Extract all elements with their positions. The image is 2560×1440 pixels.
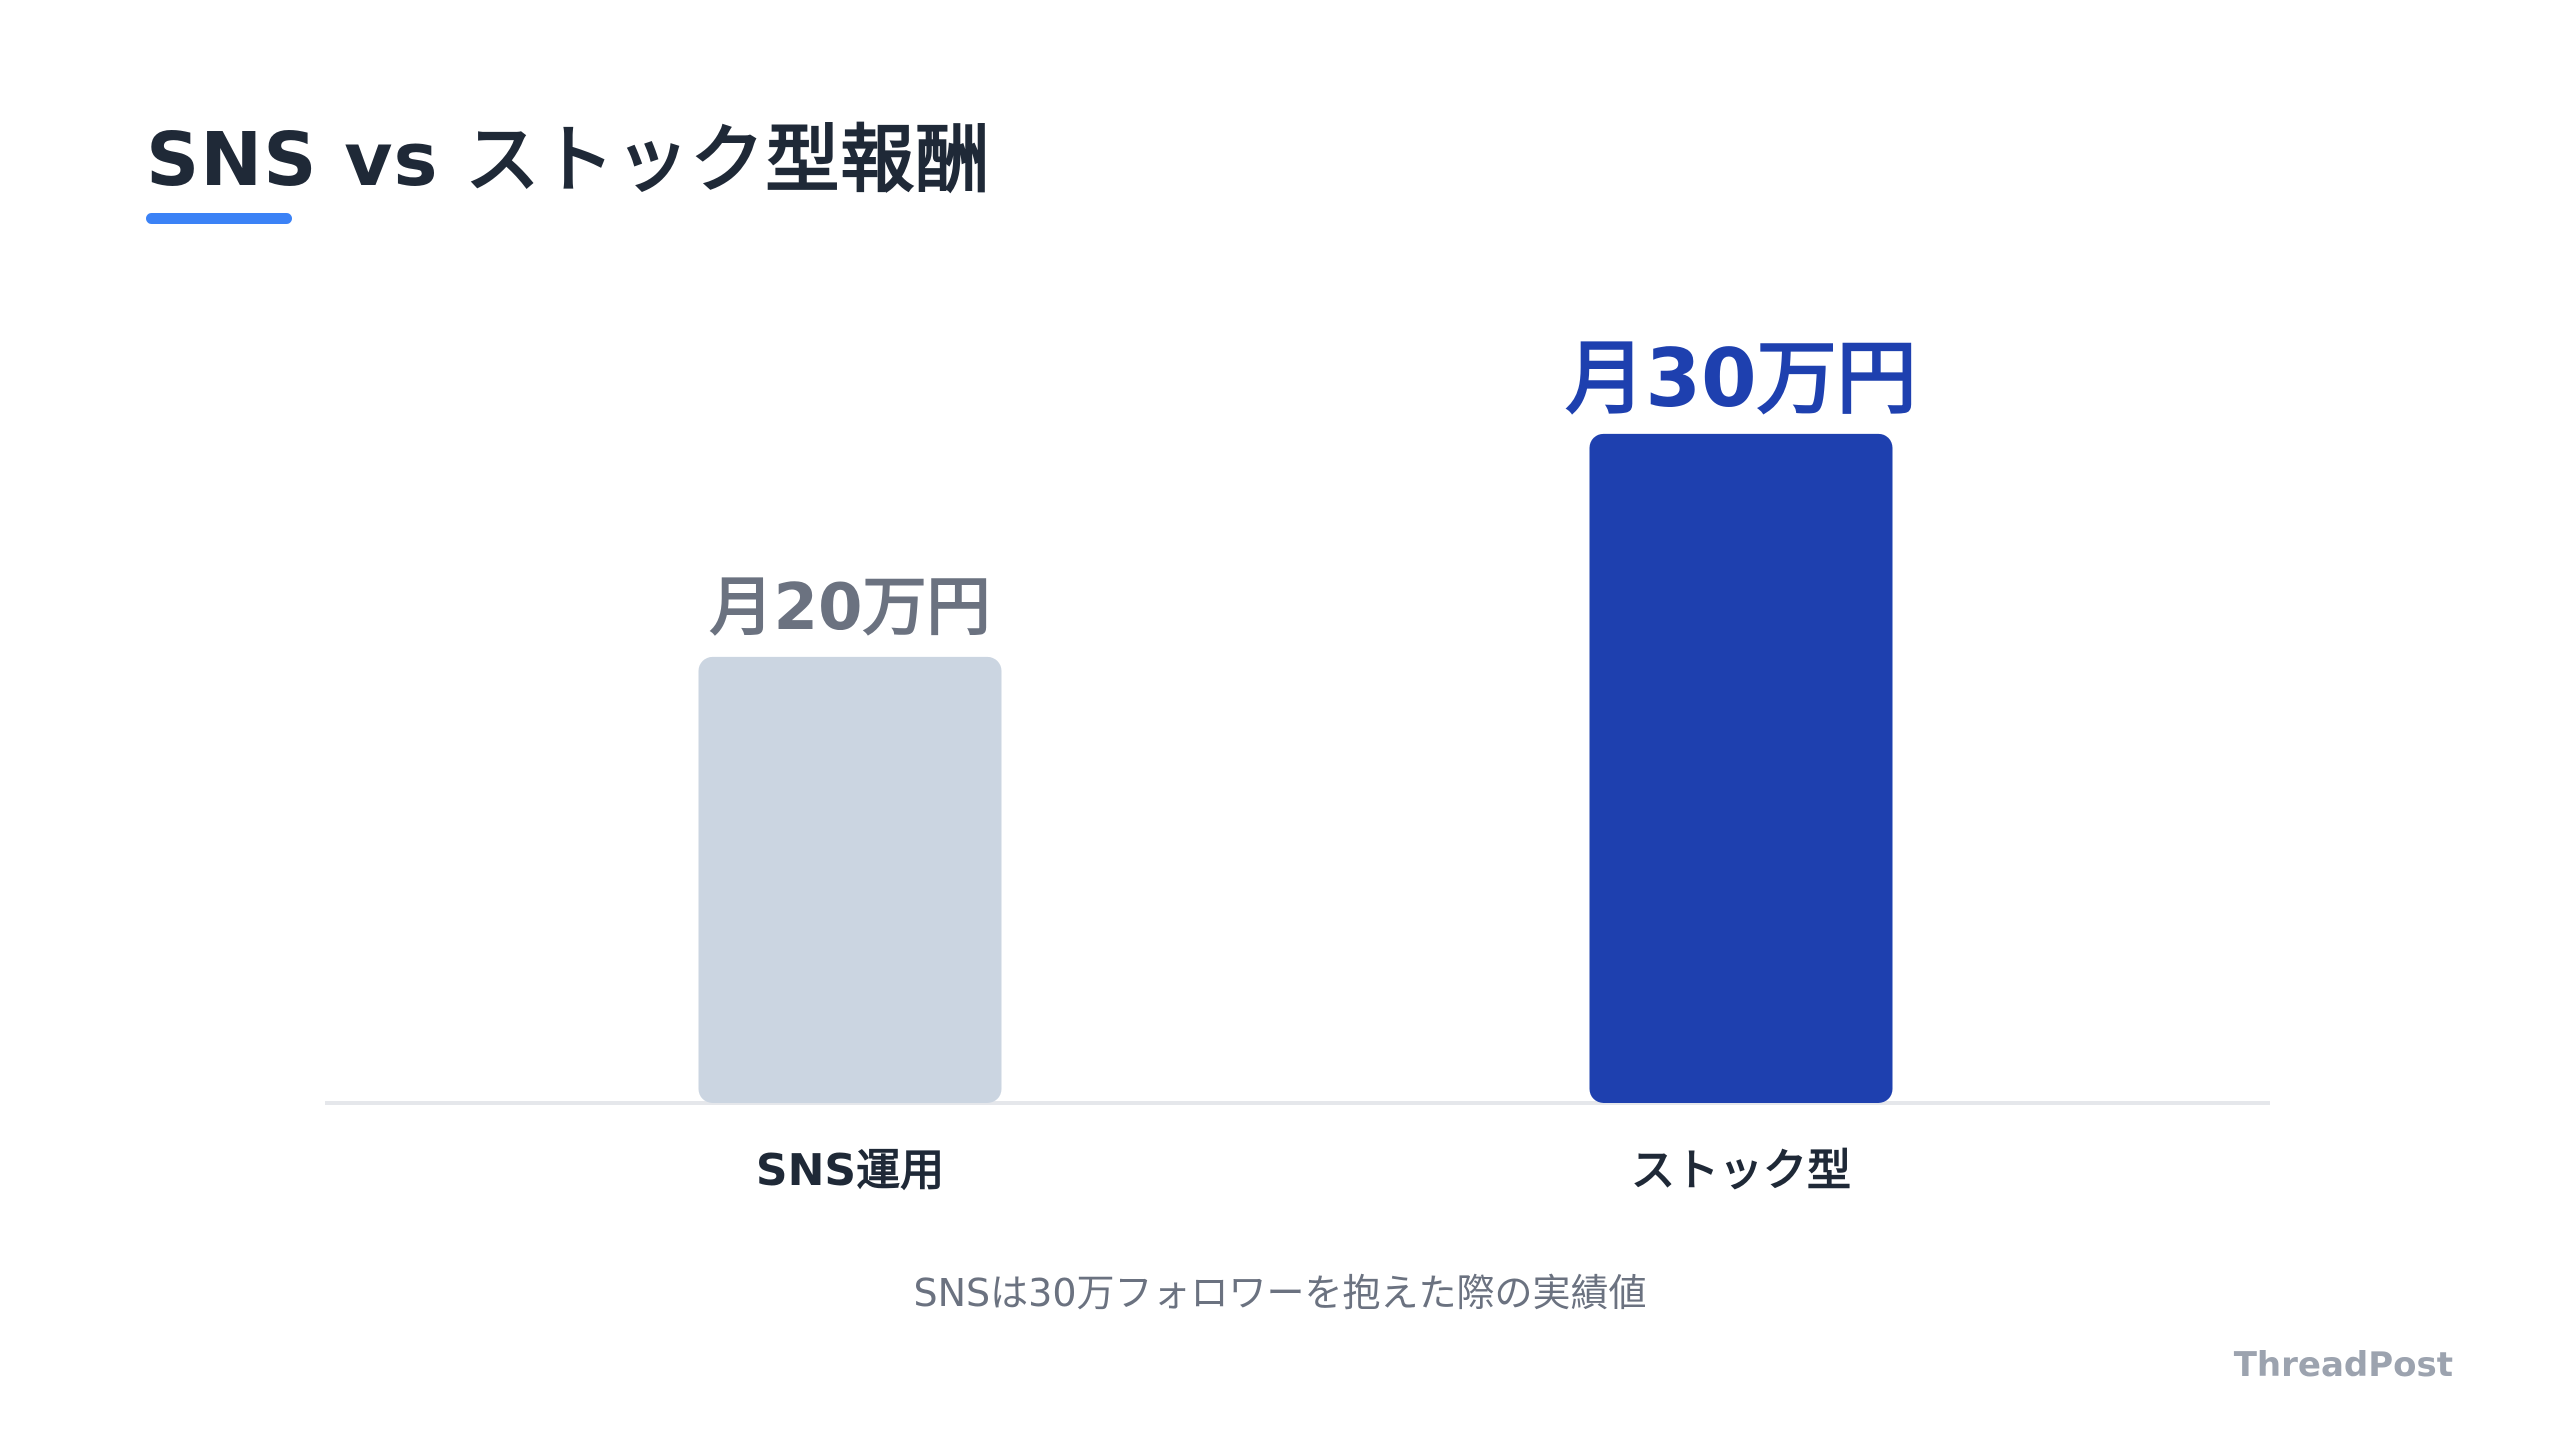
page-title: SNS vs ストック型報酬 [146,117,991,203]
footnote: SNSは30万フォロワーを抱えた際の実績値 [913,1271,1647,1315]
x-tick-label: ストック型 [1631,1145,1851,1196]
bar-value-label: 月30万円 [1565,332,1916,425]
x-tick-label: SNS運用 [756,1145,944,1196]
bar-value-label: 月20万円 [709,571,990,645]
bar-1 [698,656,1002,1103]
bar-2 [1589,433,1893,1103]
brand-logo: ThreadPost [2233,1345,2453,1385]
title-underline [146,213,292,224]
